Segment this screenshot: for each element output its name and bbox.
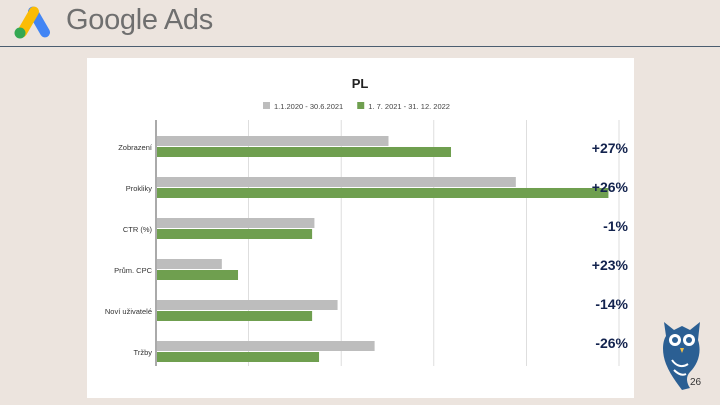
category-label: Prokliky bbox=[126, 184, 153, 193]
chart-title: PL bbox=[352, 76, 369, 91]
change-value: -1% bbox=[603, 218, 628, 234]
category-label: Noví uživatelé bbox=[105, 307, 152, 316]
google-ads-logo-icon bbox=[14, 6, 50, 39]
change-value: -26% bbox=[595, 335, 628, 351]
chart-card: PL 1.1.2020 - 30.6.2021 1. 7. 2021 - 31. … bbox=[87, 58, 634, 398]
bar-period-1 bbox=[157, 177, 516, 187]
legend-label: 1.1.2020 - 30.6.2021 bbox=[274, 102, 343, 111]
brand-name: Google Ads bbox=[66, 4, 213, 36]
chart-legend: 1.1.2020 - 30.6.2021 1. 7. 2021 - 31. 12.… bbox=[263, 102, 450, 111]
bar-period-2 bbox=[157, 311, 313, 321]
bar-chart: PL 1.1.2020 - 30.6.2021 1. 7. 2021 - 31. … bbox=[105, 76, 620, 366]
bar-period-2 bbox=[157, 270, 239, 280]
bar-period-2 bbox=[157, 229, 313, 239]
change-value: -14% bbox=[595, 296, 628, 312]
header: Google Ads bbox=[0, 0, 720, 46]
change-value: +23% bbox=[591, 257, 628, 273]
bar-period-2 bbox=[157, 188, 609, 198]
category-label: Prům. CPC bbox=[114, 266, 153, 275]
legend-swatch bbox=[263, 102, 270, 109]
change-value: +27% bbox=[591, 140, 628, 156]
page-number: 26 bbox=[690, 377, 702, 388]
bar-period-1 bbox=[157, 136, 389, 146]
category-label: Tržby bbox=[134, 348, 153, 357]
category-label: Zobrazení bbox=[118, 143, 153, 152]
header-divider bbox=[0, 46, 720, 47]
bar-period-1 bbox=[157, 300, 338, 310]
bar-period-2 bbox=[157, 352, 320, 362]
bar-period-1 bbox=[157, 218, 315, 228]
legend-swatch bbox=[357, 102, 365, 109]
legend-label: 1. 7. 2021 - 31. 12. 2022 bbox=[368, 102, 450, 111]
category-label: CTR (%) bbox=[123, 225, 153, 234]
bar-period-1 bbox=[157, 259, 222, 269]
bar-period-1 bbox=[157, 341, 375, 351]
bar-period-2 bbox=[157, 147, 452, 157]
change-value: +26% bbox=[591, 179, 628, 195]
owl-logo-icon bbox=[663, 322, 700, 390]
